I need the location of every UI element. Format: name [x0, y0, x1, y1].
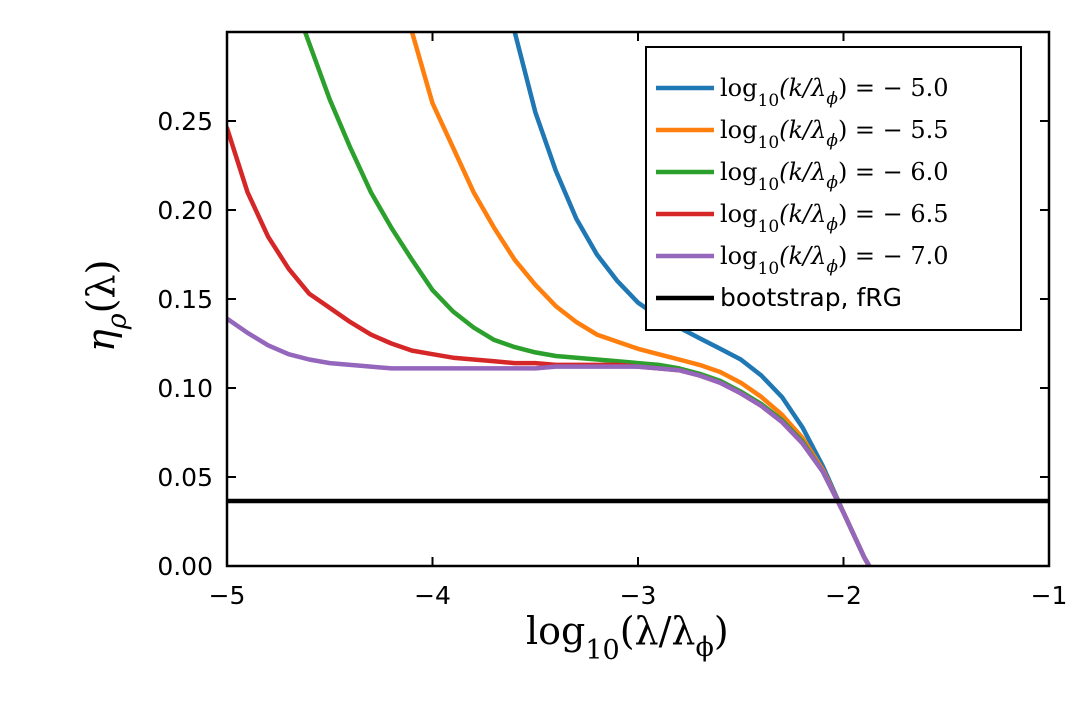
- x-tick-label: −2: [825, 581, 862, 610]
- y-tick-label: 0.00: [157, 552, 213, 581]
- legend-label-0: log10(k/λϕ) = − 5.0: [720, 74, 949, 111]
- legend-label-5: bootstrap, fRG: [720, 283, 902, 312]
- x-tick-label: −4: [414, 581, 451, 610]
- legend-entries: log10(k/λϕ) = − 5.0 log10(k/λϕ) = − 5.5 lo…: [656, 74, 949, 312]
- x-tick-label: −1: [1031, 581, 1068, 610]
- x-tick-label: −3: [620, 581, 657, 610]
- y-axis-label-arg: (λ): [79, 260, 123, 314]
- y-tick-label: 0.10: [157, 374, 213, 403]
- x-axis-label-arg-sub: ϕ: [696, 632, 714, 663]
- y-axis-label-base: η: [79, 329, 123, 352]
- y-axis-label: ηρ(λ): [79, 260, 133, 352]
- x-axis-label-close: ): [714, 609, 729, 653]
- x-axis-label-sub: 10: [585, 635, 619, 666]
- x-axis-label: log10(λ/λϕ): [526, 609, 729, 666]
- legend: log10(k/λϕ) = − 5.0 log10(k/λϕ) = − 5.5 lo…: [645, 46, 1022, 331]
- ticks-layer: −5 −4 −3 −2 −1 0.00 0.05 0.10 0.15 0.20 0.25: [157, 32, 1067, 610]
- series-layer: [227, 32, 1049, 566]
- legend-frame: [645, 46, 1022, 331]
- x-axis-label-base: log: [526, 609, 585, 653]
- y-axis-label-sub: ρ: [102, 313, 133, 330]
- legend-label-3: log10(k/λϕ) = − 6.5: [720, 200, 949, 237]
- x-axis-label-arg: (λ/λ: [620, 609, 696, 653]
- series-line-4: [227, 316, 872, 566]
- y-tick-label: 0.15: [157, 285, 213, 314]
- legend-label-2: log10(k/λϕ) = − 6.0: [720, 158, 949, 195]
- x-tick-label: −5: [209, 581, 246, 610]
- y-tick-label: 0.05: [157, 463, 213, 492]
- legend-label-4: log10(k/λϕ) = − 7.0: [720, 242, 949, 279]
- y-tick-label: 0.25: [157, 107, 213, 136]
- y-tick-label: 0.20: [157, 196, 213, 225]
- legend-label-1: log10(k/λϕ) = − 5.5: [720, 116, 949, 153]
